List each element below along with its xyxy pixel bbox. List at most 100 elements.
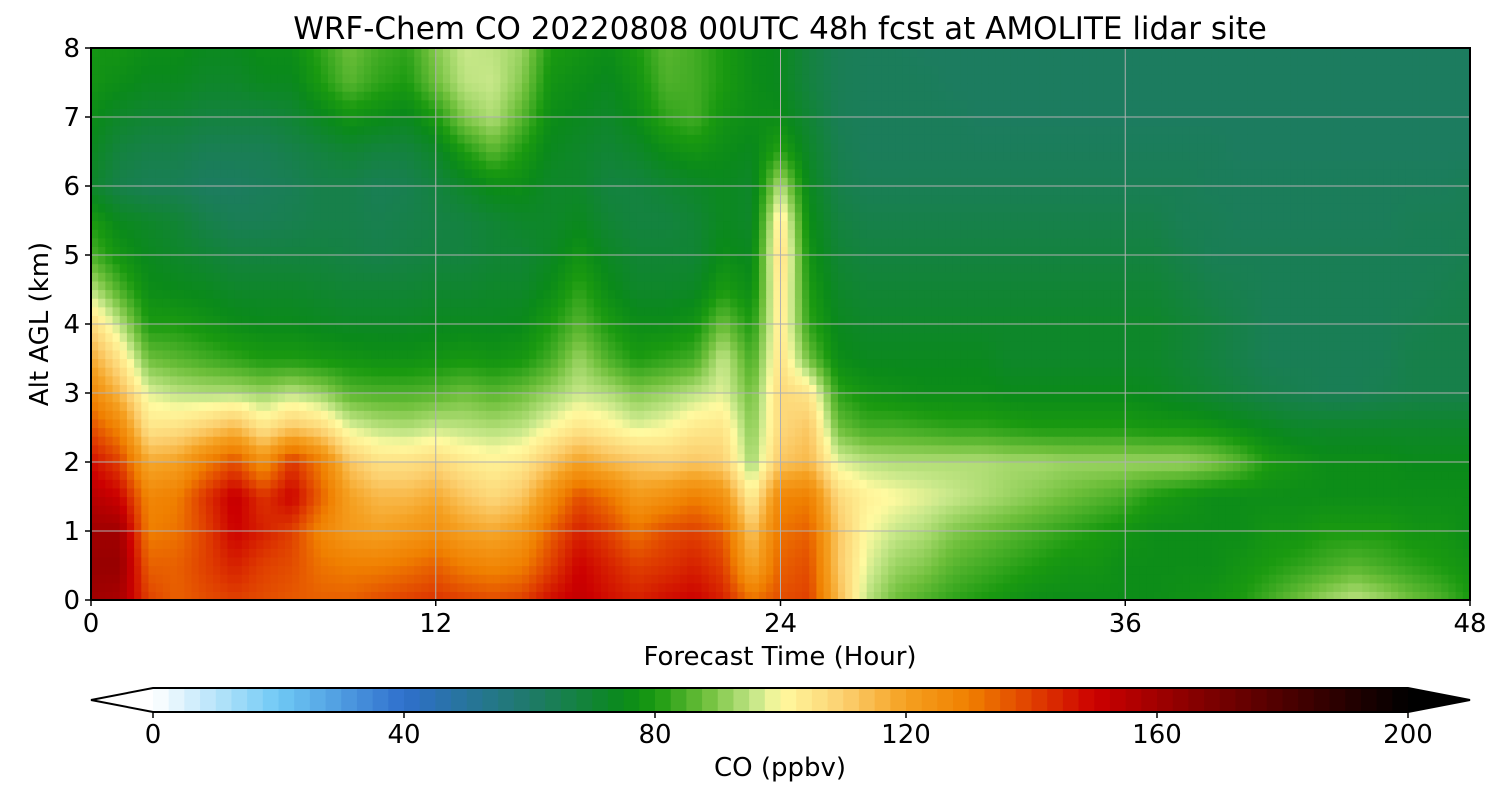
heatmap-cell [1232,539,1241,549]
heatmap-cell [1448,462,1457,472]
heatmap-cell [277,418,286,429]
heatmap-cell [320,496,329,506]
heatmap-cell [1290,470,1299,480]
heatmap-cell [1139,410,1148,420]
heatmap-cell [1333,556,1342,567]
heatmap-cell [665,487,674,498]
heatmap-cell [1441,565,1450,575]
heatmap-cell [371,375,379,385]
heatmap-cell [916,591,925,600]
heatmap-cell [988,531,997,541]
heatmap-cell [1405,462,1414,472]
heatmap-cell [679,410,688,420]
heatmap-cell [888,496,897,506]
heatmap-cell [816,427,825,437]
heatmap-cell [895,462,904,472]
heatmap-cell [888,479,897,489]
heatmap-cell [873,462,882,472]
heatmap-cell [550,548,559,558]
heatmap-cell [328,496,336,506]
heatmap-cell [1362,505,1371,515]
heatmap-cell [823,487,832,498]
heatmap-cell [1311,496,1320,506]
heatmap-cell [1125,591,1134,600]
heatmap-cell [1225,548,1234,558]
heatmap-cell [162,393,171,403]
heatmap-cell [1311,427,1320,437]
heatmap-cell [550,401,559,411]
heatmap-cell [536,462,545,472]
heatmap-cell [995,565,1004,575]
heatmap-cell [1412,410,1421,420]
heatmap-cell [995,401,1004,411]
heatmap-cell [938,505,947,515]
heatmap-cell [1333,444,1342,454]
heatmap-cell [256,436,264,446]
heatmap-cell [608,531,616,541]
heatmap-cell [249,444,257,454]
heatmap-cell [572,487,580,498]
heatmap-cell [155,513,164,523]
heatmap-cell [428,505,437,515]
heatmap-cell [550,393,559,403]
heatmap-cell [1010,436,1019,446]
heatmap-cell [837,470,846,480]
heatmap-cell [457,470,466,480]
heatmap-cell [780,418,789,429]
heatmap-cell [91,444,99,454]
heatmap-cell [1434,410,1442,420]
heatmap-cell [471,401,480,411]
heatmap-cell [1153,393,1162,403]
heatmap-cell [600,384,609,394]
heatmap-cell [816,401,825,411]
heatmap-cell [435,591,444,600]
heatmap-cell [737,565,746,575]
heatmap-cell [521,505,530,515]
heatmap-cell [1419,479,1428,489]
heatmap-cell [988,418,997,429]
heatmap-cell [299,531,308,541]
heatmap-cell [550,513,559,523]
heatmap-cell [1247,548,1256,558]
heatmap-cell [665,479,674,489]
heatmap-cell [1240,565,1248,575]
heatmap-cell [507,436,516,446]
heatmap-cell [119,418,128,429]
heatmap-cell [737,375,746,385]
heatmap-cell [471,505,480,515]
heatmap-cell [830,375,839,385]
heatmap-cell [98,462,106,472]
heatmap-cell [507,513,516,523]
heatmap-cell [1211,556,1220,567]
heatmap-cell [1247,531,1256,541]
heatmap-cell [536,539,545,549]
heatmap-cell [478,393,487,403]
heatmap-cell [126,418,135,429]
heatmap-cell [1232,401,1241,411]
heatmap-cell [1247,410,1256,420]
heatmap-cell [141,393,150,403]
heatmap-cell [866,375,875,385]
heatmap-cell [766,410,774,420]
heatmap-cell [586,401,595,411]
heatmap-cell [1254,582,1263,592]
heatmap-cell [486,444,494,454]
heatmap-cell [313,436,322,446]
heatmap-cell [823,418,832,429]
heatmap-cell [98,436,106,446]
heatmap-cell [421,582,430,592]
heatmap-cell [1211,591,1220,600]
heatmap-cell [823,574,832,584]
heatmap-cell [701,479,710,489]
heatmap-cell [1039,565,1047,575]
heatmap-cell [399,462,408,472]
heatmap-cell [988,539,997,549]
heatmap-cell [837,384,846,394]
heatmap-cell [665,393,674,403]
heatmap-cell [141,470,150,480]
heatmap-cell [284,591,293,600]
heatmap-cell [967,427,976,437]
heatmap-cell [299,418,308,429]
heatmap-cell [1197,393,1205,403]
heatmap-cell [1010,556,1019,567]
